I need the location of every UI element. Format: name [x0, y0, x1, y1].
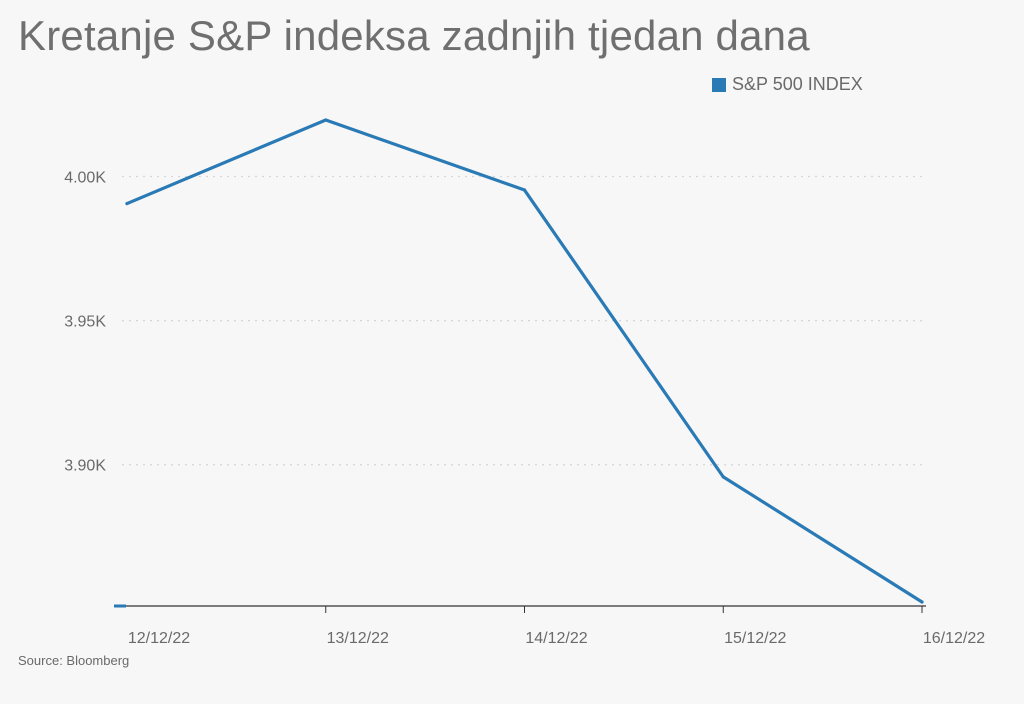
label-layer: 3.90K 3.95K 4.00K 12/12/22 13/12/22 14/12/22 1… — [64, 169, 985, 647]
x-tick-label: 16/12/22 — [923, 630, 985, 647]
source-note: Source: Bloomberg — [18, 653, 130, 668]
series-line — [125, 118, 924, 604]
y-tick-label: 4.00K — [64, 169, 106, 186]
chart-title: Kretanje S&P indeksa zadnjih tjedan dana — [18, 12, 810, 59]
x-tick-label: 13/12/22 — [327, 630, 389, 647]
y-tick-label: 3.95K — [64, 314, 106, 331]
legend-swatch — [712, 77, 726, 92]
data-point — [920, 600, 924, 604]
series-layer — [125, 118, 924, 604]
x-tick-label: 14/12/22 — [525, 630, 587, 647]
data-point — [324, 118, 328, 122]
axis-layer — [114, 604, 926, 613]
data-point — [125, 201, 129, 206]
legend: S&P 500 INDEX — [712, 74, 863, 95]
x-tick-label: 15/12/22 — [724, 630, 786, 647]
data-point — [721, 475, 725, 479]
grid-layer — [122, 175, 926, 466]
legend-label: S&P 500 INDEX — [732, 74, 863, 94]
y-tick-label: 3.90K — [64, 458, 106, 475]
data-point — [522, 188, 527, 192]
x-tick-label: 12/12/22 — [128, 630, 190, 647]
